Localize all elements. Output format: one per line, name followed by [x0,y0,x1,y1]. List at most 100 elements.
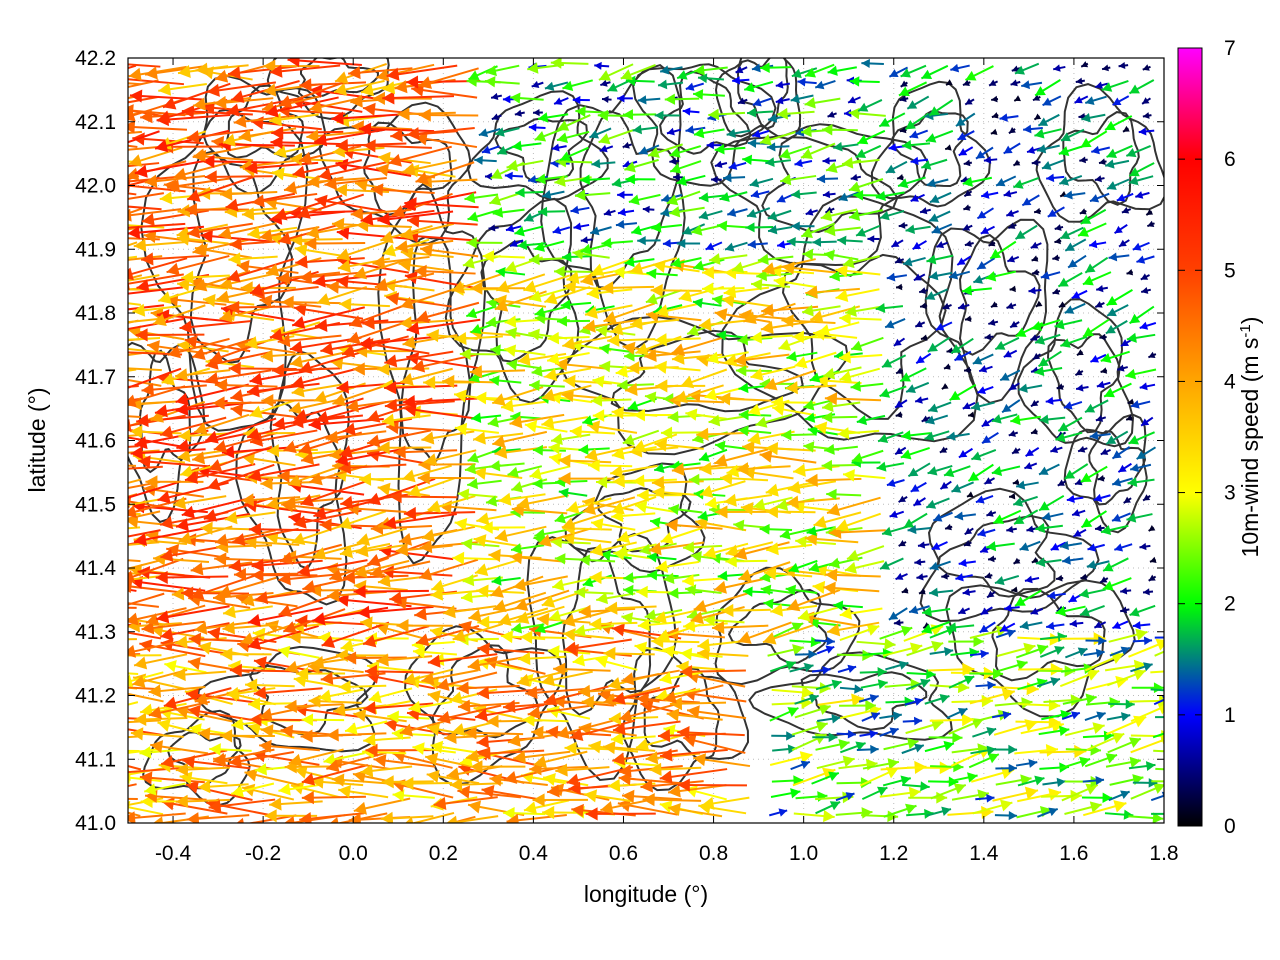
x-tick-label: 0.0 [339,842,368,865]
wind-vector [133,653,188,670]
wind-vector [336,593,412,608]
wind-vector [495,273,546,293]
wind-vector [642,205,655,214]
wind-vector [222,621,278,635]
wind-vector [723,173,746,183]
wind-vector [987,555,997,563]
wind-vector [900,80,908,88]
wind-vector [999,113,1019,122]
wind-vector [1017,775,1045,787]
wind-vector [963,159,973,167]
wind-vector [653,608,701,624]
wind-vector [815,739,850,751]
wind-vector [962,79,971,87]
wind-vector [208,798,276,813]
wind-vector [1033,113,1042,121]
wind-vector [794,158,813,168]
wind-vector [946,772,978,783]
wind-vector [299,812,365,823]
wind-vector [1005,209,1019,217]
wind-vector [492,207,525,218]
wind-vector [541,670,593,687]
wind-vector [1077,445,1088,453]
wind-vector [1154,650,1164,657]
contour-line [189,150,293,364]
wind-vector [1008,126,1016,135]
wind-vector [209,743,252,756]
wind-vector [1099,576,1109,584]
wind-vector [850,336,884,352]
wind-vector [912,240,927,250]
wind-vector [969,688,1016,705]
wind-vector [1098,158,1107,165]
wind-vector [632,124,658,135]
y-tick-label: 41.8 [75,302,116,325]
wind-vector [544,81,569,91]
wind-vector [907,462,931,478]
x-tick-label: 1.4 [969,842,999,865]
wind-vector [814,79,836,90]
wind-vector [295,255,365,269]
wind-vector [986,590,996,599]
wind-vector [1142,494,1151,502]
wind-vector [1103,382,1132,398]
wind-vector [130,727,184,741]
wind-vector [611,623,682,640]
wind-vector [962,223,973,231]
wind-vector [380,811,434,823]
wind-vector [808,617,841,629]
x-tick-label: 0.6 [609,842,638,865]
wind-vector [128,749,140,752]
wind-vector [690,606,745,625]
wind-vector [726,208,748,217]
wind-vector [1031,556,1039,564]
wind-vector [814,636,835,646]
wind-vector [837,664,857,674]
contour-line [1062,111,1140,206]
wind-vector [489,460,525,472]
wind-vector [128,606,137,609]
contour-line [736,58,789,130]
wind-vector [1142,64,1151,71]
wind-vector [128,654,162,657]
wind-vector [992,744,1018,755]
wind-vector [1076,349,1084,356]
wind-vector [980,606,993,616]
wind-vector [1015,715,1061,729]
wind-vector [835,792,855,802]
wind-vector [964,98,975,106]
wind-vector [793,809,835,823]
wind-vector [980,190,999,199]
wind-vector [1074,369,1084,377]
wind-vector [467,478,502,490]
wind-vector [839,607,883,620]
wind-vector [1018,662,1063,676]
wind-vector [386,292,452,308]
wind-vector [693,753,751,768]
wind-vector [612,720,681,736]
wind-vector [932,511,953,522]
wind-vector [1141,97,1151,105]
wind-vector [1024,462,1038,470]
wind-vector [1112,620,1129,630]
wind-vector [791,189,817,200]
wind-vector [1088,240,1107,249]
wind-vector [572,95,590,105]
contour-line [632,63,777,187]
wind-vector [894,446,907,456]
wind-vector [666,127,681,136]
wind-vector [883,737,919,751]
wind-vector [981,418,995,428]
wind-vector [861,810,899,823]
wind-vector [966,491,974,498]
wind-vector [827,65,857,76]
wind-vector [511,622,545,634]
wind-vector [680,664,746,679]
wind-vector [977,528,996,537]
wind-vector [1083,800,1127,817]
wind-vector [948,675,975,689]
wind-vector [845,305,884,317]
wind-vector [660,526,704,545]
wind-vector [835,807,873,819]
wind-vector [879,625,913,640]
